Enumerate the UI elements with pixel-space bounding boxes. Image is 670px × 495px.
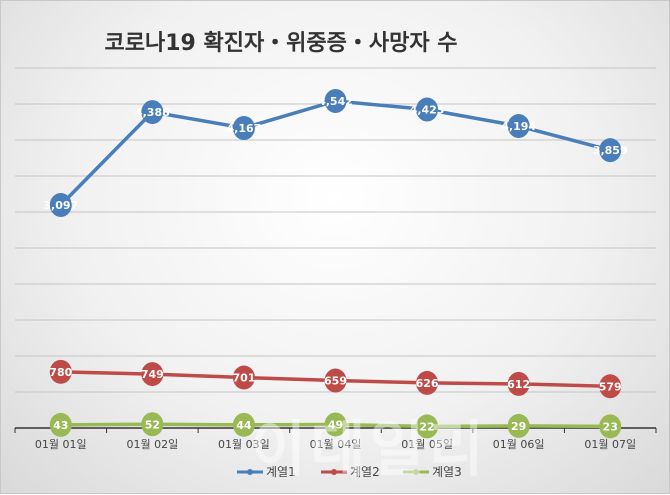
data-point	[232, 115, 255, 140]
data-point	[599, 414, 622, 439]
data-label: 780	[49, 366, 72, 379]
data-point	[141, 412, 164, 437]
data-label: 29	[511, 420, 526, 433]
legend-label: 계열3	[432, 465, 462, 479]
data-label: 44	[236, 419, 252, 432]
data-point	[507, 371, 530, 396]
data-point	[141, 362, 164, 387]
x-tick-label: 01월 03일	[218, 437, 270, 451]
data-point	[232, 365, 255, 390]
data-label: 4,423	[410, 104, 445, 117]
data-label: 4,194	[501, 120, 536, 133]
legend-label: 계열2	[350, 465, 380, 479]
data-label: 52	[145, 418, 160, 431]
data-label: 659	[324, 375, 347, 388]
data-point	[416, 370, 439, 395]
data-point	[416, 97, 439, 122]
data-label: 4,542	[318, 95, 353, 108]
data-label: 23	[603, 420, 618, 433]
data-label: 579	[599, 380, 622, 393]
x-tick-label: 01월 02일	[126, 437, 178, 451]
data-label: 612	[507, 378, 530, 391]
data-label: 749	[141, 368, 164, 381]
data-point	[49, 412, 72, 437]
data-label: 4,388	[135, 106, 170, 119]
data-point	[324, 88, 347, 113]
x-tick-label: 01월 07일	[584, 437, 636, 451]
data-point	[49, 193, 72, 218]
data-label: 49	[328, 418, 343, 431]
data-label: 3,859	[593, 144, 628, 157]
watermark: 이데일리	[251, 415, 488, 485]
legend-label: 계열1	[266, 465, 296, 479]
data-point	[141, 100, 164, 125]
x-tick-label: 01월 01일	[35, 437, 87, 451]
data-point	[507, 114, 530, 139]
data-label: 4,167	[227, 122, 262, 135]
legend-marker	[247, 469, 253, 475]
data-point	[49, 359, 72, 384]
x-tick-label: 01월 06일	[493, 437, 545, 451]
data-point	[599, 374, 622, 399]
chart-title: 코로나19 확진자・위중증・사망자 수	[104, 31, 458, 56]
data-point	[416, 414, 439, 439]
data-point	[232, 412, 255, 437]
legend-marker	[413, 469, 419, 475]
x-tick-label: 01월 05일	[401, 437, 453, 451]
data-label: 3,097	[43, 199, 78, 212]
data-point	[599, 138, 622, 163]
data-point	[324, 368, 347, 393]
data-label: 43	[53, 419, 68, 432]
data-label: 626	[416, 377, 439, 390]
data-point	[507, 413, 530, 438]
x-tick-label: 01월 04일	[310, 437, 362, 451]
legend-marker	[331, 469, 337, 475]
data-label: 22	[419, 420, 434, 433]
data-label: 701	[232, 372, 255, 385]
data-point	[324, 412, 347, 437]
